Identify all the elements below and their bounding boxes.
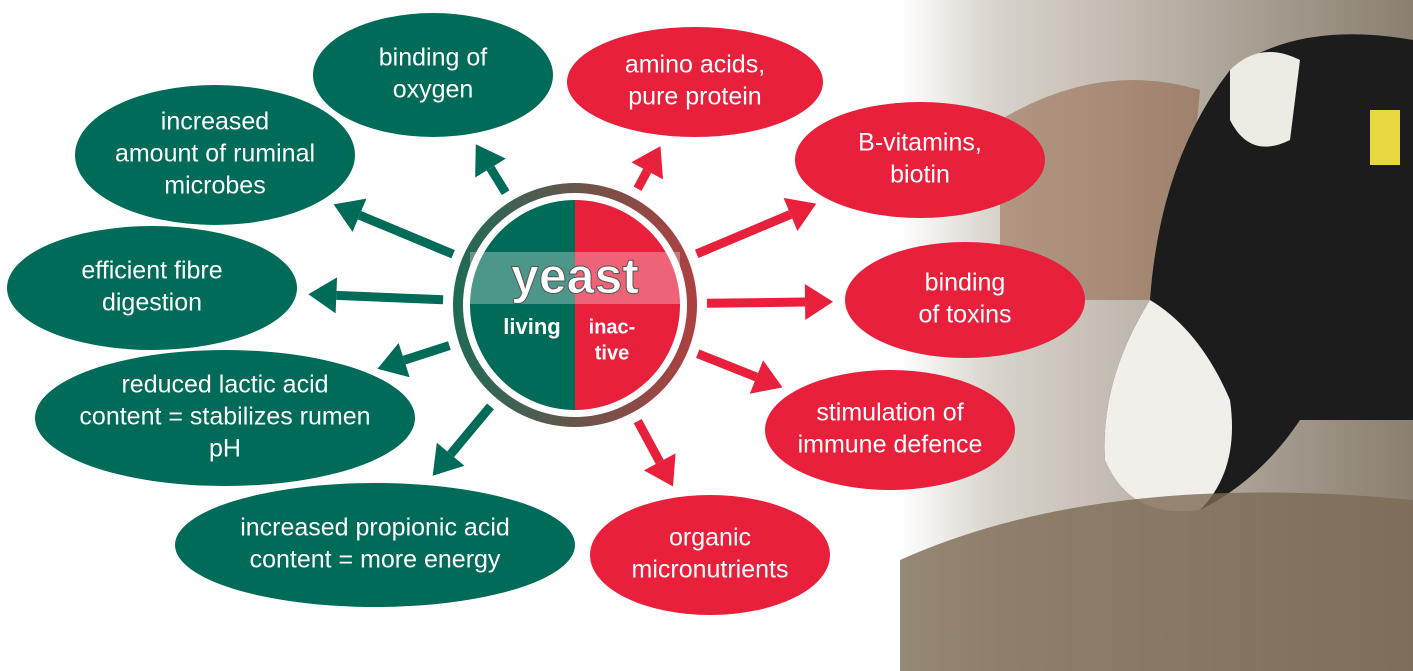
arrow-shaft [706,297,806,308]
arrow-shaft [357,211,455,259]
node-shape [567,27,823,137]
arrow-shaft [336,290,444,305]
node-label: binding of [379,44,487,72]
arrow-head [804,284,834,321]
node-label: micronutrients [632,556,789,584]
center-right: tive [595,342,629,364]
node-label: oxygen [393,76,474,104]
yeast-circle: yeast living inac- tive [453,183,697,427]
node-shape [313,13,553,137]
arrow-head [631,146,664,180]
center-title: yeast [511,248,639,304]
arrow-shaft [694,210,793,259]
node-shape [795,102,1045,218]
arrow-shaft [633,168,652,191]
arrow-shaft [696,349,759,382]
node-label: of toxins [918,301,1011,329]
node-label: stimulation of [816,399,963,427]
arrow-head [643,453,676,487]
node-label: efficient fibre [81,257,222,285]
node-label: binding [925,269,1006,297]
node-shape [75,85,355,225]
node: reduced lactic acid content = stabilizes … [35,350,415,486]
node-shape [590,495,830,615]
arrow-head [333,198,367,232]
node-label: pH [209,435,241,463]
node-label: digestion [102,289,202,317]
node: increased propionic acid content = more e… [175,483,575,607]
node-label: pure protein [628,83,761,111]
node-label: increased propionic acid [240,514,510,542]
node: stimulation of immune defence [765,370,1015,490]
arrow-shaft [402,341,451,365]
node: binding of oxygen [313,13,553,137]
node-label: reduced lactic acid [121,371,328,399]
arrow-head [475,144,506,178]
node-label: microbes [164,172,265,200]
arrow-head [749,360,783,394]
arrow-head [308,277,338,314]
node-label: increased [161,108,269,136]
node: amino acids, pure protein [567,27,823,137]
cow-photo [900,0,1413,671]
node-label: biotin [890,161,950,189]
node: B-vitamins, biotin [795,102,1045,218]
center-left: living [503,314,560,339]
node-shape [35,350,415,486]
node-label: amino acids, [625,51,765,79]
node-label: content = more energy [250,546,501,574]
node-shape [845,242,1085,358]
node-shape [7,226,297,350]
arrow-shaft [486,165,510,196]
arrow-shaft [447,403,494,458]
center-right: inac- [589,316,636,338]
arrow-head [377,343,410,378]
node-label: amount of ruminal [115,140,315,168]
node-label: immune defence [798,431,983,459]
arrow-shaft [633,419,664,465]
node: increased amount of ruminal microbes [75,85,355,225]
node-label: B-vitamins, [858,129,982,157]
node-label: organic [669,524,751,552]
node: binding of toxins [845,242,1085,358]
node-label: content = stabilizes rumen [79,403,370,431]
node: efficient fibre digestion [7,226,297,350]
node: organic micronutrients [590,495,830,615]
node-shape [765,370,1015,490]
arrow-head [432,442,465,476]
arrow-head [783,197,817,232]
node-shape [175,483,575,607]
